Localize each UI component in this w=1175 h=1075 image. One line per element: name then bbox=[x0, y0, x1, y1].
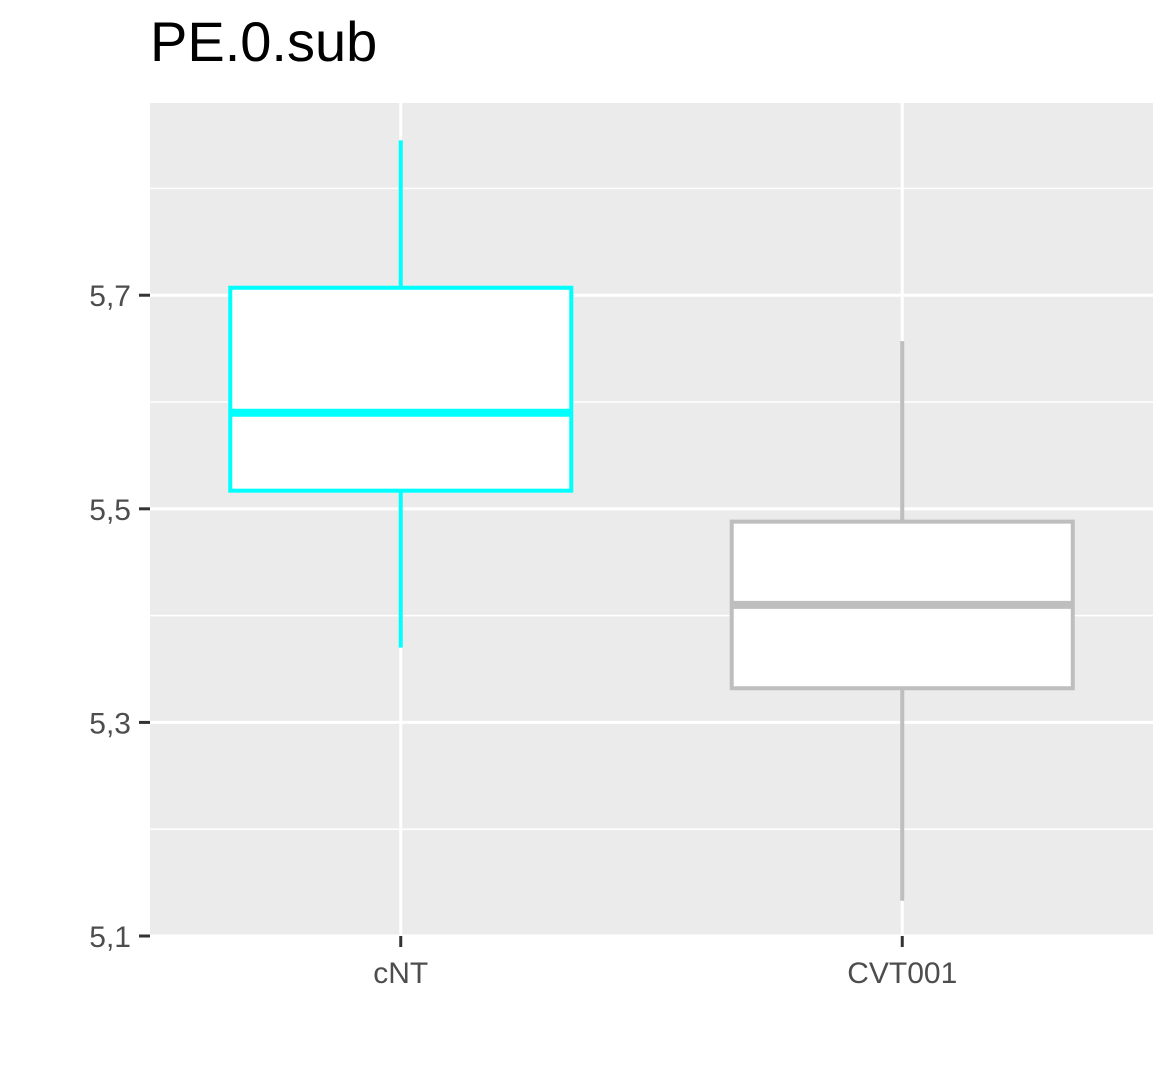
y-tick-label: 5,3 bbox=[89, 707, 131, 740]
y-tick-label: 5,1 bbox=[89, 921, 131, 954]
y-tick-label: 5,7 bbox=[89, 280, 131, 313]
y-tick-label: 5,5 bbox=[89, 494, 131, 527]
box-iqr bbox=[228, 285, 574, 493]
x-tick-label: CVT001 bbox=[847, 957, 957, 990]
chart-title: PE.0.sub bbox=[150, 10, 378, 73]
x-tick-label: cNT bbox=[373, 957, 428, 990]
panel-background bbox=[150, 103, 1153, 936]
